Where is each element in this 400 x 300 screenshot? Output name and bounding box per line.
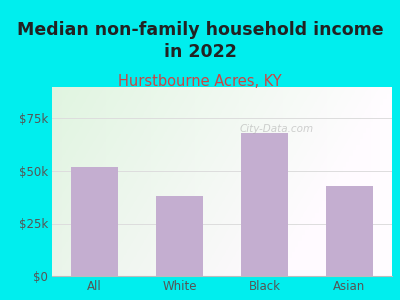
Text: Hurstbourne Acres, KY: Hurstbourne Acres, KY	[118, 74, 282, 88]
Bar	[156, 196, 203, 276]
Text: City-Data.com: City-Data.com	[239, 124, 314, 134]
Bar	[71, 167, 118, 276]
Text: Median non-family household income
in 2022: Median non-family household income in 20…	[17, 21, 383, 61]
Bar	[326, 186, 373, 276]
Bar	[241, 133, 288, 276]
